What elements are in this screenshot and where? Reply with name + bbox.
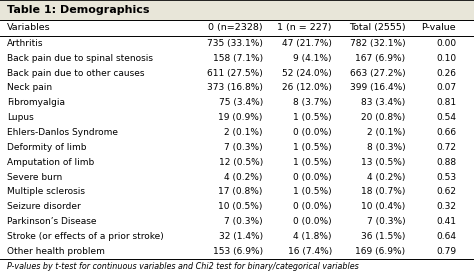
Text: Lupus: Lupus (7, 113, 34, 122)
Text: 0 (0.0%): 0 (0.0%) (293, 202, 332, 211)
Text: Other health problem: Other health problem (7, 247, 105, 256)
Text: 10 (0.5%): 10 (0.5%) (219, 202, 263, 211)
Text: 663 (27.2%): 663 (27.2%) (350, 68, 405, 78)
Text: 26 (12.0%): 26 (12.0%) (282, 83, 332, 92)
Text: 0 (0.0%): 0 (0.0%) (293, 217, 332, 226)
Text: 10 (0.4%): 10 (0.4%) (361, 202, 405, 211)
Text: 0.79: 0.79 (436, 247, 456, 256)
Text: 0 (0.0%): 0 (0.0%) (293, 128, 332, 137)
Text: 8 (3.7%): 8 (3.7%) (293, 98, 332, 107)
Text: 169 (6.9%): 169 (6.9%) (356, 247, 405, 256)
Text: 1 (0.5%): 1 (0.5%) (293, 187, 332, 196)
Text: Deformity of limb: Deformity of limb (7, 143, 87, 152)
Text: Ehlers-Danlos Syndrome: Ehlers-Danlos Syndrome (7, 128, 118, 137)
Text: 75 (3.4%): 75 (3.4%) (219, 98, 263, 107)
Text: 18 (0.7%): 18 (0.7%) (361, 187, 405, 196)
Text: 20 (0.8%): 20 (0.8%) (361, 113, 405, 122)
Text: 0.26: 0.26 (436, 68, 456, 78)
Bar (0, 0, 474, 20)
Text: 153 (6.9%): 153 (6.9%) (213, 247, 263, 256)
Text: 2 (0.1%): 2 (0.1%) (224, 128, 263, 137)
Text: Multiple sclerosis: Multiple sclerosis (7, 187, 85, 196)
Text: Stroke (or effects of a prior stroke): Stroke (or effects of a prior stroke) (7, 232, 164, 241)
Text: 1 (n = 227): 1 (n = 227) (277, 23, 332, 32)
Text: 4 (0.2%): 4 (0.2%) (367, 173, 405, 182)
Text: 12 (0.5%): 12 (0.5%) (219, 158, 263, 167)
Text: 399 (16.4%): 399 (16.4%) (350, 83, 405, 92)
Text: 0.00: 0.00 (436, 39, 456, 48)
Text: 167 (6.9%): 167 (6.9%) (356, 54, 405, 63)
Text: 52 (24.0%): 52 (24.0%) (282, 68, 332, 78)
Text: 0.53: 0.53 (436, 173, 456, 182)
Text: 13 (0.5%): 13 (0.5%) (361, 158, 405, 167)
Text: 17 (0.8%): 17 (0.8%) (219, 187, 263, 196)
Text: Seizure disorder: Seizure disorder (7, 202, 81, 211)
Text: 1 (0.5%): 1 (0.5%) (293, 158, 332, 167)
Text: 4 (1.8%): 4 (1.8%) (293, 232, 332, 241)
Text: 8 (0.3%): 8 (0.3%) (367, 143, 405, 152)
Text: 735 (33.1%): 735 (33.1%) (207, 39, 263, 48)
Text: 19 (0.9%): 19 (0.9%) (219, 113, 263, 122)
Text: Severe burn: Severe burn (7, 173, 63, 182)
Text: P-values by t-test for continuous variables and Chi2 test for binary/categorical: P-values by t-test for continuous variab… (7, 262, 359, 271)
Text: 0.54: 0.54 (436, 113, 456, 122)
Text: 0.07: 0.07 (436, 83, 456, 92)
Text: Parkinson’s Disease: Parkinson’s Disease (7, 217, 97, 226)
Text: Total (2555): Total (2555) (349, 23, 405, 32)
Text: 0.66: 0.66 (436, 128, 456, 137)
Text: 16 (7.4%): 16 (7.4%) (288, 247, 332, 256)
Text: 0.64: 0.64 (436, 232, 456, 241)
Text: Back pain due to spinal stenosis: Back pain due to spinal stenosis (7, 54, 153, 63)
Text: 2 (0.1%): 2 (0.1%) (367, 128, 405, 137)
Text: Neck pain: Neck pain (7, 83, 52, 92)
Text: 0.41: 0.41 (436, 217, 456, 226)
Text: 9 (4.1%): 9 (4.1%) (293, 54, 332, 63)
Text: 4 (0.2%): 4 (0.2%) (225, 173, 263, 182)
Text: 373 (16.8%): 373 (16.8%) (207, 83, 263, 92)
Text: 0.81: 0.81 (436, 98, 456, 107)
Text: Amputation of limb: Amputation of limb (7, 158, 94, 167)
Text: 36 (1.5%): 36 (1.5%) (361, 232, 405, 241)
Text: 611 (27.5%): 611 (27.5%) (207, 68, 263, 78)
Text: 782 (32.1%): 782 (32.1%) (350, 39, 405, 48)
Text: 47 (21.7%): 47 (21.7%) (282, 39, 332, 48)
Text: 0.10: 0.10 (436, 54, 456, 63)
Text: Variables: Variables (7, 23, 51, 32)
Text: 1 (0.5%): 1 (0.5%) (293, 113, 332, 122)
Text: 0.32: 0.32 (436, 202, 456, 211)
Text: 32 (1.4%): 32 (1.4%) (219, 232, 263, 241)
Text: 83 (3.4%): 83 (3.4%) (361, 98, 405, 107)
Text: Arthritis: Arthritis (7, 39, 44, 48)
Text: Fibromyalgia: Fibromyalgia (7, 98, 65, 107)
Text: 158 (7.1%): 158 (7.1%) (213, 54, 263, 63)
Text: 0 (0.0%): 0 (0.0%) (293, 173, 332, 182)
Text: 0.72: 0.72 (436, 143, 456, 152)
Text: 7 (0.3%): 7 (0.3%) (224, 217, 263, 226)
Text: 1 (0.5%): 1 (0.5%) (293, 143, 332, 152)
Text: Table 1: Demographics: Table 1: Demographics (7, 5, 150, 15)
Text: 7 (0.3%): 7 (0.3%) (367, 217, 405, 226)
Text: 7 (0.3%): 7 (0.3%) (224, 143, 263, 152)
Text: 0.62: 0.62 (436, 187, 456, 196)
Text: P-value: P-value (421, 23, 456, 32)
Text: 0 (n=2328): 0 (n=2328) (208, 23, 263, 32)
Text: Back pain due to other causes: Back pain due to other causes (7, 68, 145, 78)
Text: 0.88: 0.88 (436, 158, 456, 167)
